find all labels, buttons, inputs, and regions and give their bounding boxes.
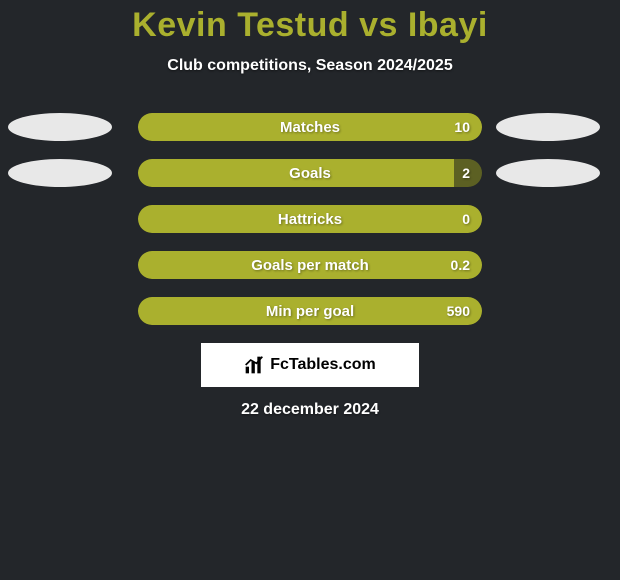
- stat-value: 2: [462, 165, 470, 181]
- player-left-ellipse: [8, 113, 112, 141]
- stat-bar: Hattricks 0: [138, 205, 482, 233]
- stat-value: 590: [447, 303, 470, 319]
- stat-value: 0: [462, 211, 470, 227]
- stat-bar: Goals 2: [138, 159, 482, 187]
- stats-area: Matches 10 Goals 2 Hattricks 0 Goals per match…: [0, 113, 620, 325]
- player-right-ellipse: [496, 159, 600, 187]
- bar-chart-icon: [244, 355, 264, 375]
- stat-label: Goals per match: [251, 257, 369, 274]
- stat-row: Goals per match 0.2: [0, 251, 620, 279]
- stat-row: Matches 10: [0, 113, 620, 141]
- subtitle: Club competitions, Season 2024/2025: [167, 57, 452, 75]
- stat-label: Min per goal: [266, 303, 354, 320]
- stat-row: Min per goal 590: [0, 297, 620, 325]
- page-title: Kevin Testud vs Ibayi: [132, 6, 488, 45]
- player-left-ellipse: [8, 159, 112, 187]
- player-right-ellipse: [496, 113, 600, 141]
- stat-bar: Goals per match 0.2: [138, 251, 482, 279]
- stat-label: Goals: [289, 165, 331, 182]
- stat-row: Goals 2: [0, 159, 620, 187]
- branding-box: FcTables.com: [201, 343, 419, 387]
- branding-text: FcTables.com: [270, 356, 376, 374]
- stat-bar: Min per goal 590: [138, 297, 482, 325]
- stat-value: 10: [454, 119, 470, 135]
- date-line: 22 december 2024: [241, 401, 379, 419]
- stat-row: Hattricks 0: [0, 205, 620, 233]
- stat-value: 0.2: [451, 257, 470, 273]
- stat-label: Matches: [280, 119, 340, 136]
- stat-label: Hattricks: [278, 211, 342, 228]
- stat-bar: Matches 10: [138, 113, 482, 141]
